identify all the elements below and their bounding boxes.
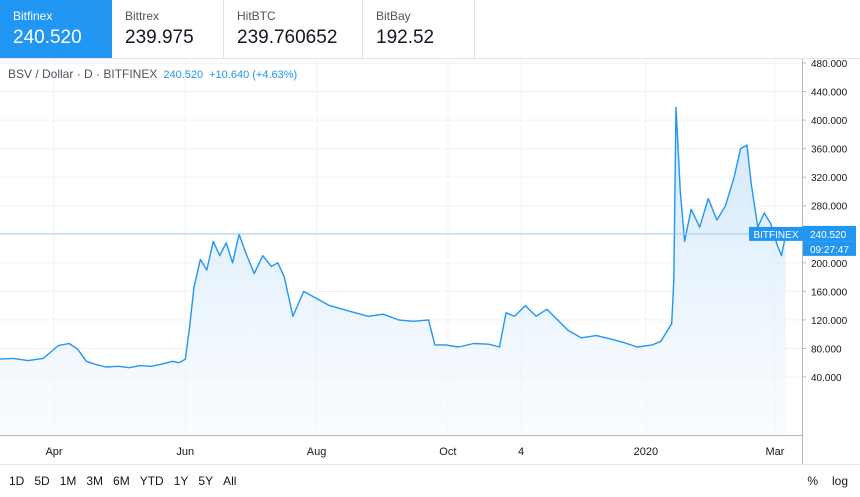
exchange-price: 192.52 <box>376 27 435 48</box>
current-price-badge-label: 240.520 <box>810 230 847 241</box>
y-tick-label: 80.000 <box>811 344 842 355</box>
y-tick-label: 440.000 <box>811 88 848 99</box>
last-price-value: 240.520 <box>163 69 204 81</box>
y-tick-label: 320.000 <box>811 173 848 184</box>
exchange-name: HitBTC <box>237 9 276 23</box>
exchange-price: 239.760652 <box>237 27 338 48</box>
range-selector: 1D 5D 1M 3M 6M YTD 1Y 5Y All <box>0 474 246 488</box>
y-tick-label: 400.000 <box>811 116 848 127</box>
y-tick-label: 280.000 <box>811 202 848 213</box>
countdown-badge-label: 09:27:47 <box>810 245 849 256</box>
series-line <box>0 106 787 369</box>
price-change-value: +10.640 (+4.63%) <box>209 69 298 81</box>
range-5d[interactable]: 5D <box>34 474 50 488</box>
range-1d[interactable]: 1D <box>9 474 25 488</box>
x-tick-label: 4 <box>518 446 524 458</box>
y-tick-label: 160.000 <box>811 287 848 298</box>
x-tick-label: Aug <box>307 446 327 458</box>
bottom-toolbar: 1D 5D 1M 3M 6M YTD 1Y 5Y All % log <box>0 464 860 497</box>
x-tick-label: Apr <box>45 446 62 458</box>
range-ytd[interactable]: YTD <box>139 474 164 488</box>
x-tick-label: Oct <box>439 446 456 458</box>
y-tick-label: 480.000 <box>811 59 848 70</box>
range-3m[interactable]: 3M <box>86 474 104 488</box>
x-tick-label: 2020 <box>634 446 658 458</box>
y-tick-label: 40.000 <box>811 373 842 384</box>
y-tick-label: 360.000 <box>811 145 848 156</box>
range-1m[interactable]: 1M <box>59 474 77 488</box>
current-price-badge <box>803 225 856 242</box>
chart-legend: BSV / Dollar · D · BITFINEX 240.520 +10.… <box>8 67 297 81</box>
exchange-price-tag-label: BITFINEX <box>753 230 798 241</box>
range-5y[interactable]: 5Y <box>198 474 214 488</box>
y-tick-label: 120.000 <box>811 316 848 327</box>
countdown-badge <box>803 241 856 256</box>
exchange-tabs: Bitfinex 240.520 Bittrex 239.975 HitBTC … <box>0 0 860 59</box>
y-tick-label: 200.000 <box>811 259 848 270</box>
price-chart[interactable]: 480.000 440.000 400.000 360.000 320.000 280.0… <box>0 59 860 464</box>
exchange-price: 239.975 <box>125 27 194 48</box>
series-area <box>0 107 786 435</box>
exchange-price-tag <box>749 226 803 241</box>
range-all[interactable]: All <box>223 474 237 488</box>
range-1y[interactable]: 1Y <box>173 474 189 488</box>
tab-bittrex[interactable]: Bittrex 239.975 <box>112 0 224 58</box>
x-tick-label: Jun <box>176 446 194 458</box>
exchange-name: BitBay <box>376 9 411 23</box>
tab-hitbtc[interactable]: HitBTC 239.760652 <box>224 0 363 58</box>
symbol-label: BSV / Dollar · D · BITFINEX <box>8 67 158 81</box>
log-scale-toggle[interactable]: log <box>831 474 848 488</box>
x-tick-label: Mar <box>766 446 785 458</box>
exchange-name: Bittrex <box>125 9 160 23</box>
percent-scale-toggle[interactable]: % <box>807 474 818 488</box>
exchange-price: 240.520 <box>13 27 82 48</box>
tab-bitbay[interactable]: BitBay 192.52 <box>363 0 475 58</box>
exchange-name: Bitfinex <box>13 9 53 23</box>
price-chart-svg[interactable]: 480.000440.000400.000360.000320.000280.0… <box>0 59 860 464</box>
tab-bitfinex[interactable]: Bitfinex 240.520 <box>0 0 112 58</box>
range-6m[interactable]: 6M <box>113 474 130 488</box>
